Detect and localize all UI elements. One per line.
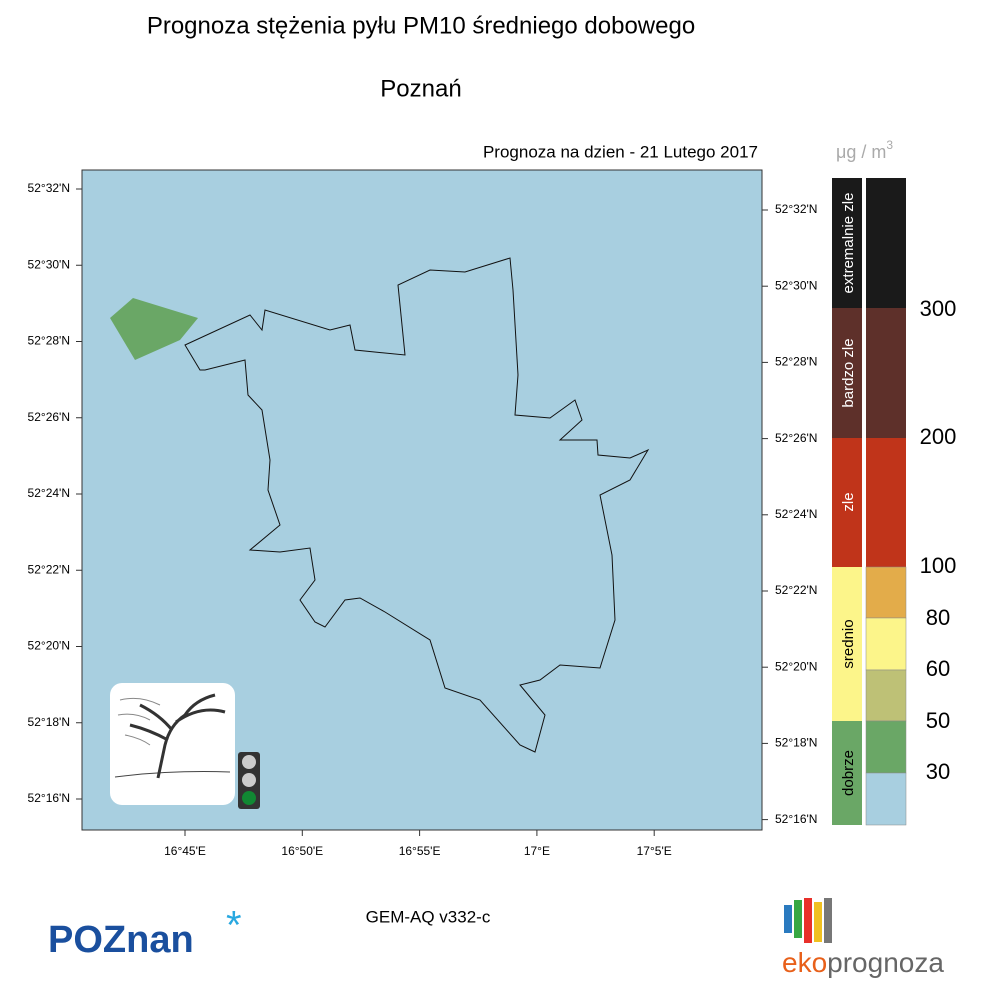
lat-label: 52°24'N bbox=[28, 486, 70, 500]
logo-mark: * bbox=[226, 904, 242, 948]
class-label: zle bbox=[840, 492, 857, 511]
city-outline bbox=[184, 257, 650, 753]
lat-label: 52°28'N bbox=[775, 355, 817, 369]
lat-label: 52°24'N bbox=[775, 507, 817, 521]
lon-label: 17°E bbox=[524, 844, 550, 858]
legend bbox=[832, 178, 907, 826]
lat-label: 52°16'N bbox=[28, 791, 70, 805]
unit: μg / m3 bbox=[836, 138, 893, 162]
threshold: 100 bbox=[920, 553, 957, 578]
threshold: 200 bbox=[920, 424, 957, 449]
title: Prognoza stężenia pyłu PM10 średniego do… bbox=[147, 12, 695, 39]
logo-text: POZnan bbox=[48, 919, 194, 961]
logo-poznan: POZnan * bbox=[48, 904, 242, 961]
lat-label: 52°26'N bbox=[28, 410, 70, 424]
lat-label: 52°30'N bbox=[775, 278, 817, 292]
lat-label: 52°32'N bbox=[28, 181, 70, 195]
lon-label: 16°45'E bbox=[164, 844, 206, 858]
logo-word: ekoprognoza bbox=[782, 947, 944, 978]
lat-label: 52°20'N bbox=[28, 639, 70, 653]
logo-ekoprognoza: ekoprognoza bbox=[782, 898, 944, 978]
lat-label: 52°16'N bbox=[775, 812, 817, 826]
threshold: 80 bbox=[926, 605, 950, 630]
traffic-light bbox=[238, 752, 260, 809]
lat-label: 52°32'N bbox=[775, 202, 817, 216]
lon-label: 16°50'E bbox=[281, 844, 323, 858]
class-label: extremalnie zle bbox=[840, 193, 857, 294]
threshold: 60 bbox=[926, 656, 950, 681]
date: Prognoza na dzien - 21 Lutego 2017 bbox=[483, 142, 758, 161]
lat-label: 52°22'N bbox=[775, 583, 817, 597]
city: Poznań bbox=[380, 75, 461, 102]
lat-label: 52°18'N bbox=[775, 736, 817, 750]
threshold: 50 bbox=[926, 708, 950, 733]
class-label: dobrze bbox=[840, 750, 857, 796]
model: GEM-AQ v332-c bbox=[366, 907, 491, 926]
map bbox=[81, 169, 763, 831]
lat-label: 52°28'N bbox=[28, 334, 70, 348]
lat-label: 52°22'N bbox=[28, 562, 70, 576]
lat-label: 52°18'N bbox=[28, 715, 70, 729]
lat-label: 52°26'N bbox=[775, 431, 817, 445]
lon-label: 17°5'E bbox=[637, 844, 672, 858]
tree-icon bbox=[110, 683, 235, 805]
class-label: srednio bbox=[840, 619, 857, 668]
class-label: bardzo zle bbox=[840, 338, 857, 407]
lon-label: 16°55'E bbox=[399, 844, 441, 858]
lat-label: 52°30'N bbox=[28, 257, 70, 271]
threshold: 30 bbox=[926, 759, 950, 784]
threshold: 300 bbox=[920, 296, 957, 321]
lat-label: 52°20'N bbox=[775, 659, 817, 673]
green-patch bbox=[110, 298, 198, 360]
